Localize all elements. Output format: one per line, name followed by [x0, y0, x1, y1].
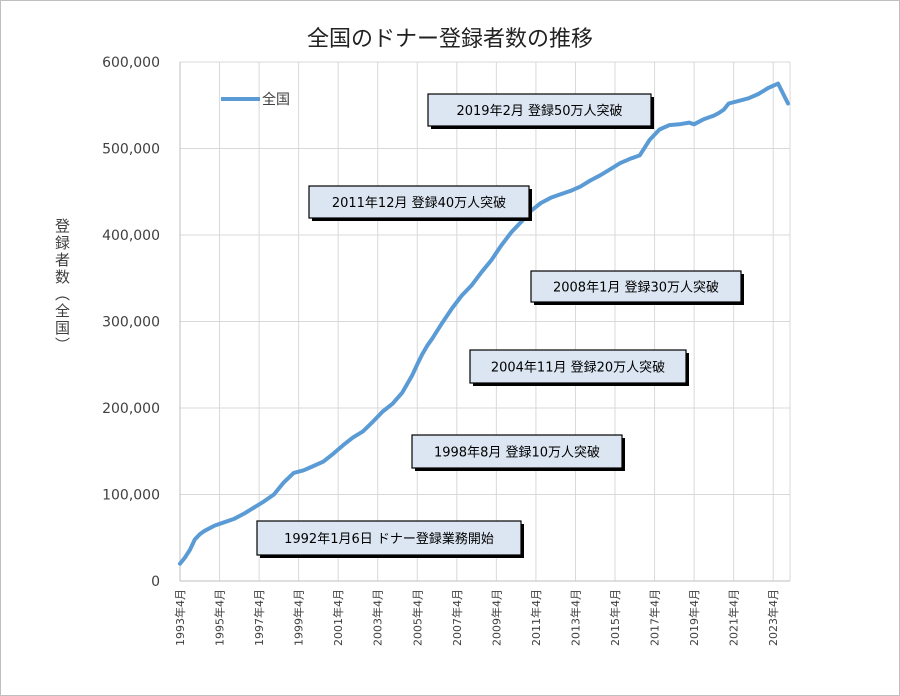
x-tick-label: 2019年4月	[687, 589, 701, 646]
annotation-box: 1992年1月6日 ドナー登録業務開始	[256, 520, 524, 558]
x-tick-label: 2005年4月	[410, 589, 424, 646]
annotation-box: 2011年12月 登録40万人突破	[308, 185, 532, 221]
x-tick-label: 1995年4月	[213, 589, 227, 646]
annotation-text: 2011年12月 登録40万人突破	[332, 195, 506, 211]
y-tick-label: 0	[151, 574, 160, 590]
x-tick-label: 1999年4月	[292, 589, 306, 646]
x-tick-label: 2021年4月	[727, 589, 741, 646]
annotation-background	[256, 520, 522, 556]
y-tick-label: 400,000	[102, 228, 160, 244]
x-tick-labels: 1993年4月 1995年4月 1997年4月 1999年4月 2001年4月 2003年…	[173, 589, 780, 646]
legend-label-zenkoku: 全国	[262, 91, 290, 108]
x-tick-label: 2003年4月	[371, 589, 385, 646]
x-tick-label: 2015年4月	[608, 589, 622, 646]
legend: 全国	[221, 91, 290, 108]
x-tick-label: 1993年4月	[173, 589, 187, 646]
x-tick-label: 2009年4月	[489, 589, 503, 646]
x-tick-label: 1997年4月	[252, 589, 266, 646]
y-tick-label: 100,000	[102, 488, 160, 504]
y-tick-label: 500,000	[102, 142, 160, 158]
y-tick-label: 600,000	[102, 55, 160, 71]
y-tick-label: 300,000	[102, 315, 160, 331]
y-axis-label: 登録者数（全国）	[53, 218, 71, 354]
annotation-background	[469, 349, 687, 384]
y-tick-label: 200,000	[102, 401, 160, 417]
annotation-background	[530, 270, 742, 303]
x-tick-label: 2013年4月	[568, 589, 582, 646]
axis-layer	[179, 62, 790, 582]
series-line-zenkoku	[178, 81, 790, 566]
annotation-box: 1998年8月 登録10万人突破	[411, 434, 625, 471]
annotations: 1992年1月6日 ドナー登録業務開始 1998年8月 登録10万人突破 2004年…	[256, 93, 744, 558]
y-tick-labels: 0 100,000 200,000 300,000 400,000 500,000 600,…	[102, 55, 160, 590]
annotation-box: 2019年2月 登録50万人突破	[427, 93, 654, 129]
chart-title: 全国のドナー登録者数の推移	[307, 27, 593, 52]
annotation-box: 2008年1月 登録30万人突破	[530, 270, 744, 305]
annotation-text: 2008年1月 登録30万人突破	[553, 280, 719, 296]
annotation-background	[411, 434, 623, 469]
x-tick-label: 2011年4月	[529, 589, 543, 646]
x-tick-label: 2001年4月	[331, 589, 345, 646]
annotation-box: 2004年11月 登録20万人突破	[469, 349, 689, 386]
x-tick-label: 2007年4月	[450, 589, 464, 646]
annotation-text: 2004年11月 登録20万人突破	[491, 360, 665, 376]
annotation-text: 1998年8月 登録10万人突破	[434, 445, 600, 461]
annotation-background	[308, 185, 530, 219]
annotation-background	[427, 93, 652, 127]
x-tick-label: 2017年4月	[648, 589, 662, 646]
annotation-text: 2019年2月 登録50万人突破	[456, 103, 622, 119]
x-tick-label: 2023年4月	[766, 589, 780, 646]
annotation-text: 1992年1月6日 ドナー登録業務開始	[284, 531, 494, 547]
series-layer	[178, 81, 790, 566]
